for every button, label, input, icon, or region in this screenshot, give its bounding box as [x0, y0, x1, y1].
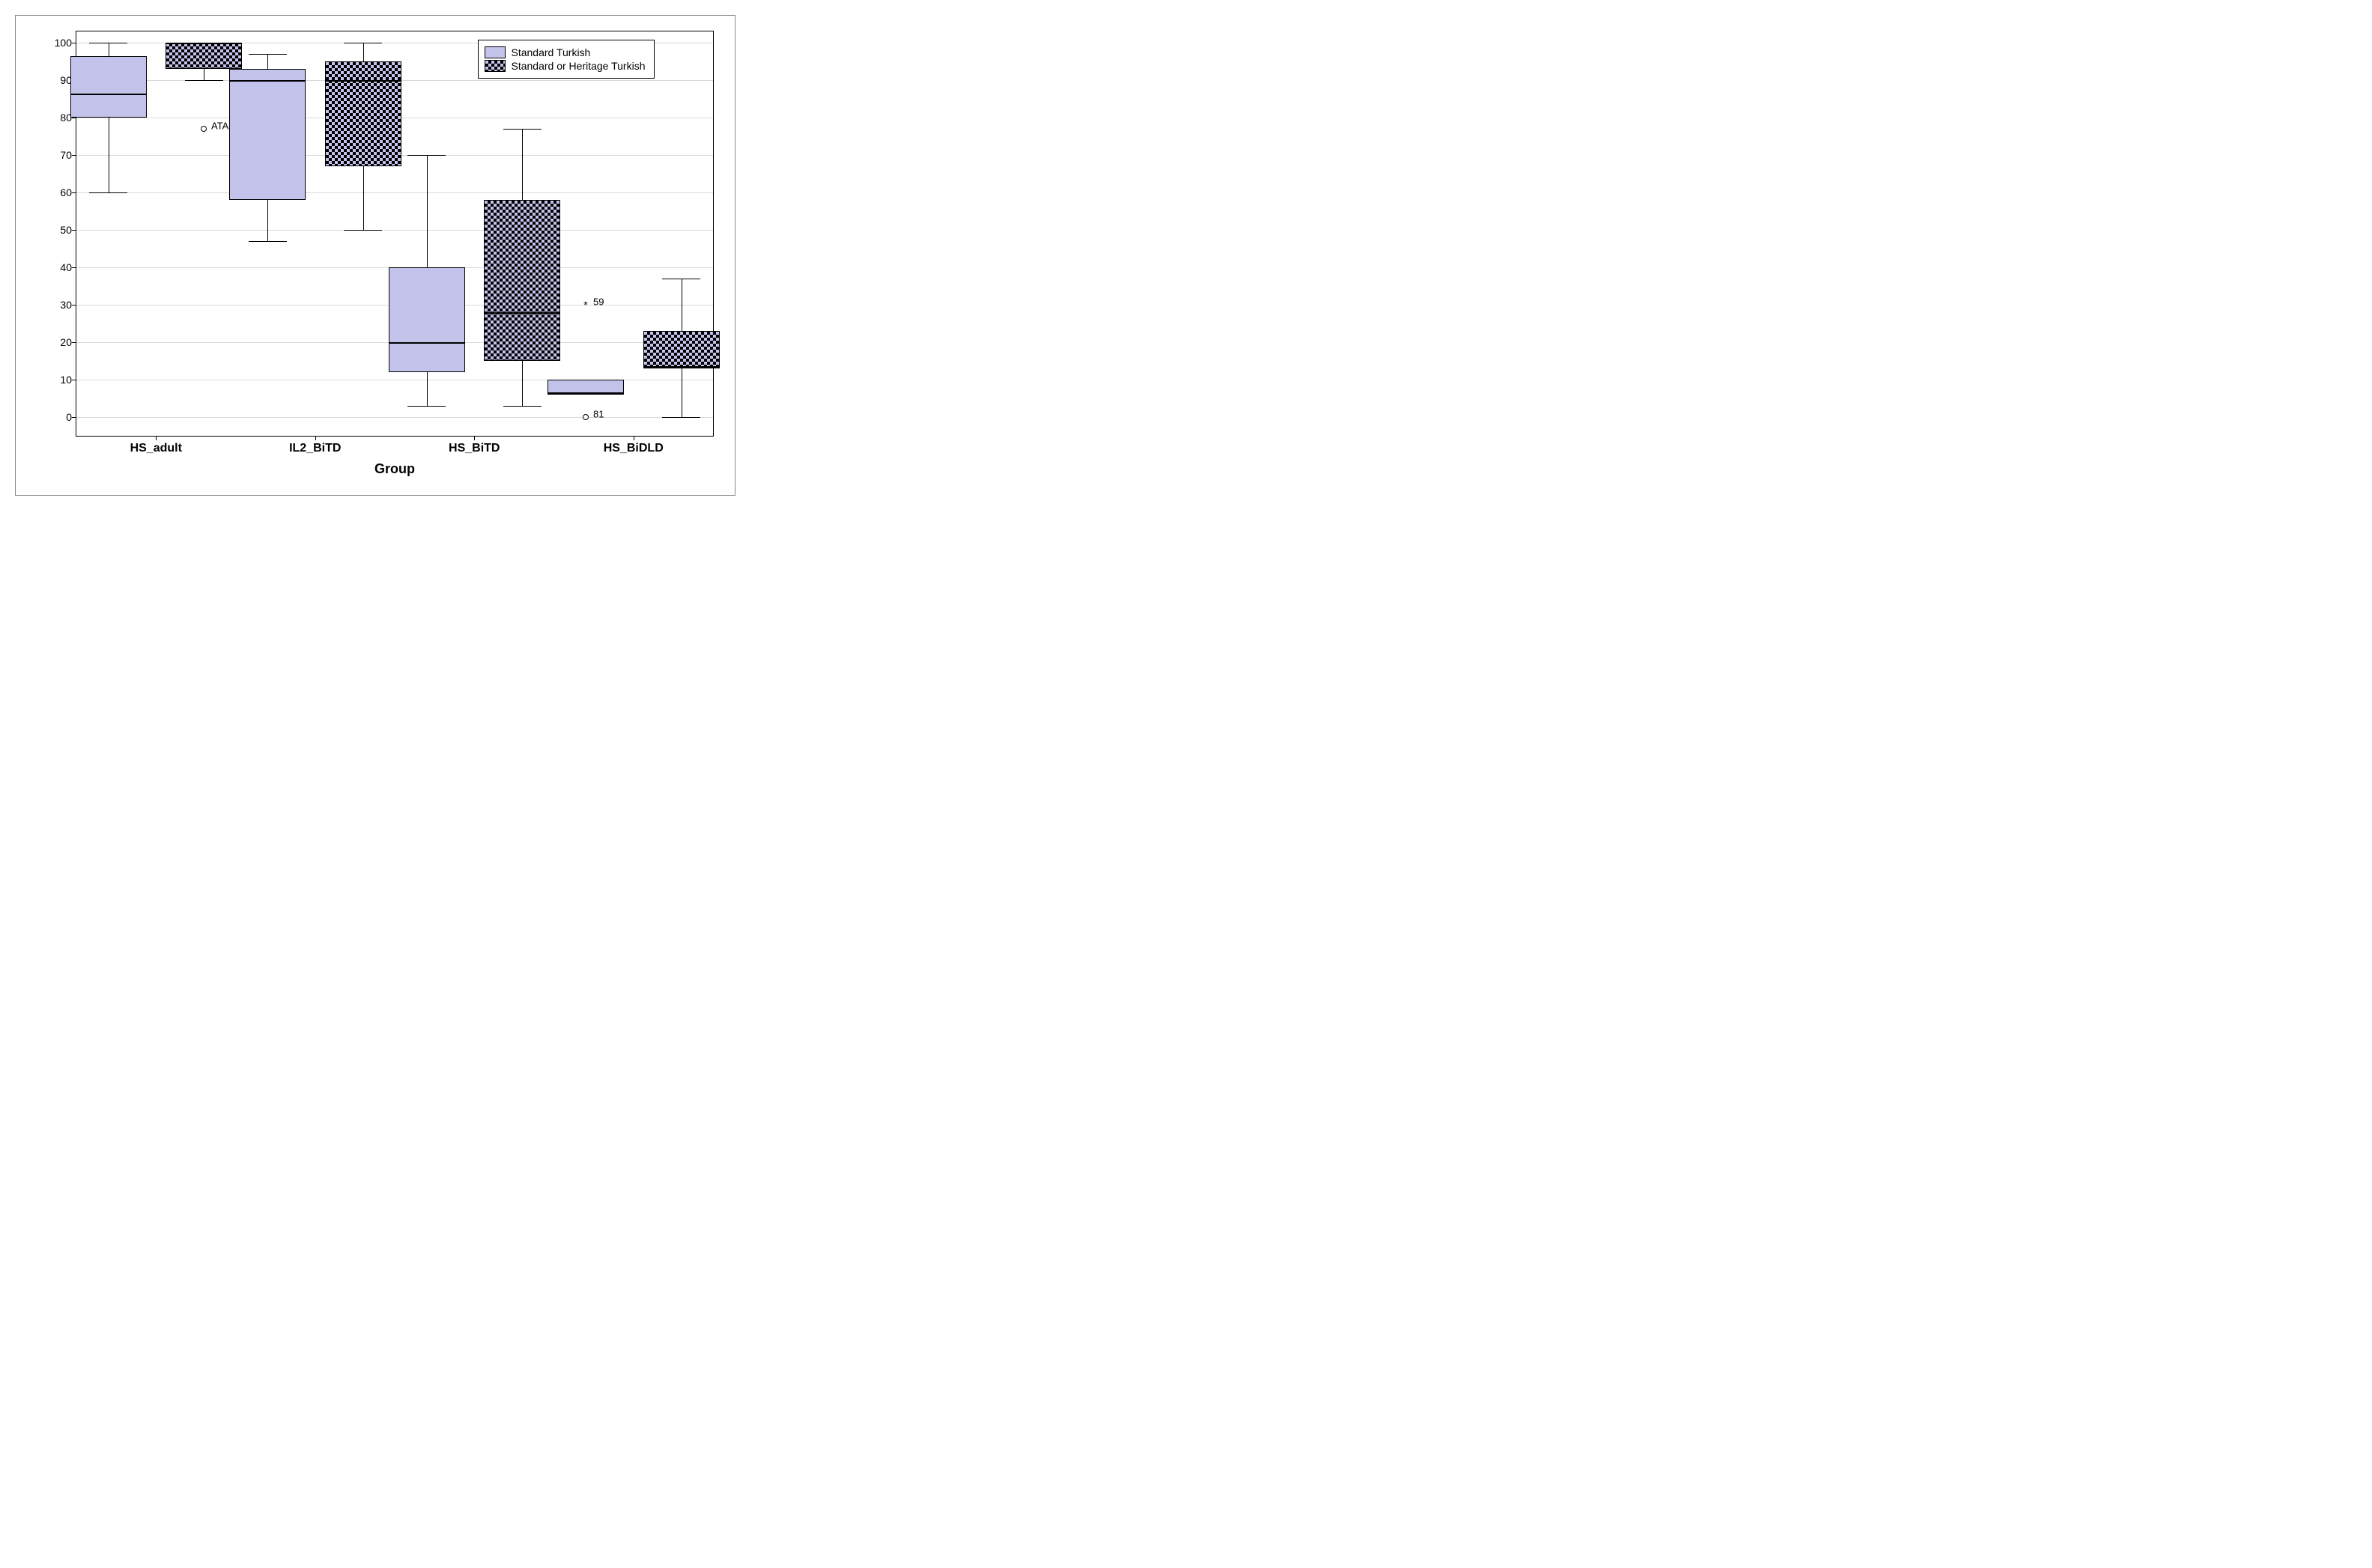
whisker-cap: [662, 417, 700, 418]
legend-swatch: [485, 46, 506, 58]
whisker-cap: [503, 406, 542, 407]
whisker: [427, 372, 428, 406]
xtick-label: HS_adult: [130, 442, 182, 455]
outlier-marker: [583, 414, 589, 420]
median-line: [166, 43, 242, 44]
boxplot-chart: 0102030405060708090100%correct target st…: [15, 15, 735, 496]
legend-swatch: [485, 60, 506, 72]
outlier-marker: [201, 126, 207, 132]
box: [547, 380, 624, 393]
box: [643, 331, 720, 367]
legend-item: Standard or Heritage Turkish: [485, 60, 646, 72]
xtick-mark: [315, 436, 316, 440]
legend: Standard Turkish Standard or Heritage Tur…: [478, 40, 655, 79]
whisker-cap: [249, 241, 287, 242]
median-line: [325, 80, 401, 82]
box: [325, 61, 401, 166]
plot-area: 0102030405060708090100%correct target st…: [76, 31, 714, 437]
ytick-label: 10: [60, 374, 72, 386]
box: [389, 267, 465, 372]
legend-label: Standard or Heritage Turkish: [512, 60, 646, 72]
legend-item: Standard Turkish: [485, 46, 646, 58]
xtick-label: HS_BiTD: [449, 442, 500, 455]
legend-label: Standard Turkish: [512, 46, 591, 58]
xtick-label: IL2_BiTD: [289, 442, 341, 455]
ytick-label: 50: [60, 224, 72, 236]
gridline: [76, 192, 713, 193]
ytick-label: 30: [60, 299, 72, 311]
whisker-cap: [185, 80, 223, 81]
ytick-mark: [72, 342, 76, 343]
whisker: [267, 54, 268, 69]
whisker-cap: [407, 155, 446, 156]
whisker-cap: [407, 406, 446, 407]
ytick-mark: [72, 267, 76, 268]
box: [70, 56, 147, 118]
ytick-label: 100: [55, 37, 72, 49]
whisker: [522, 129, 523, 200]
ytick-mark: [72, 417, 76, 418]
ytick-mark: [72, 305, 76, 306]
ytick-mark: [72, 192, 76, 193]
whisker-cap: [249, 54, 287, 55]
gridline: [76, 230, 713, 231]
xtick-label: HS_BiDLD: [604, 442, 664, 455]
outlier-label: ATA: [211, 121, 228, 132]
whisker: [427, 155, 428, 267]
ytick-mark: [72, 230, 76, 231]
ytick-label: 20: [60, 336, 72, 348]
whisker-cap: [89, 192, 127, 193]
outlier-label: 81: [593, 409, 604, 420]
box: [229, 69, 306, 200]
whisker: [267, 200, 268, 241]
ytick-label: 70: [60, 149, 72, 161]
gridline: [76, 417, 713, 418]
box: [484, 200, 560, 361]
median-line: [547, 393, 624, 395]
whisker: [363, 43, 364, 61]
median-line: [389, 342, 465, 344]
xtick-mark: [156, 436, 157, 440]
median-line: [484, 312, 560, 314]
outlier-label: 59: [593, 297, 604, 308]
whisker: [363, 166, 364, 230]
median-line: [70, 94, 147, 95]
whisker-cap: [503, 129, 542, 130]
x-axis-title: Group: [374, 461, 415, 477]
whisker: [522, 361, 523, 406]
ytick-label: 40: [60, 261, 72, 273]
whisker-cap: [344, 230, 382, 231]
box: [166, 43, 242, 69]
ytick-label: 60: [60, 186, 72, 198]
xtick-mark: [474, 436, 475, 440]
outlier-marker: *: [583, 300, 587, 310]
ytick-mark: [72, 155, 76, 156]
ytick-label: 0: [66, 411, 72, 423]
median-line: [229, 80, 306, 82]
